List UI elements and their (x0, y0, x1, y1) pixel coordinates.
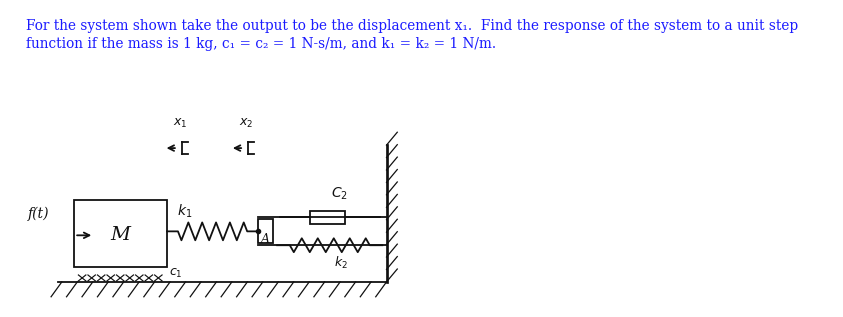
Text: For the system shown take the output to be the displacement x₁.  Find the respon: For the system shown take the output to … (26, 19, 798, 33)
Text: M: M (110, 226, 131, 244)
Text: f(t): f(t) (28, 207, 50, 222)
Text: $c_1$: $c_1$ (169, 267, 182, 280)
Text: $k_1$: $k_1$ (177, 203, 192, 220)
Text: $k_2$: $k_2$ (334, 255, 348, 271)
Text: $x_1$: $x_1$ (173, 117, 187, 130)
Text: $C_2$: $C_2$ (331, 185, 348, 202)
Bar (74, 200, 167, 267)
Bar (309, 211, 345, 224)
Text: function if the mass is 1 kg, c₁ = c₂ = 1 N-s/m, and k₁ = k₂ = 1 N/m.: function if the mass is 1 kg, c₁ = c₂ = … (26, 37, 497, 51)
Bar (258, 219, 273, 243)
Text: A: A (260, 233, 270, 246)
Text: $x_2$: $x_2$ (239, 117, 254, 130)
